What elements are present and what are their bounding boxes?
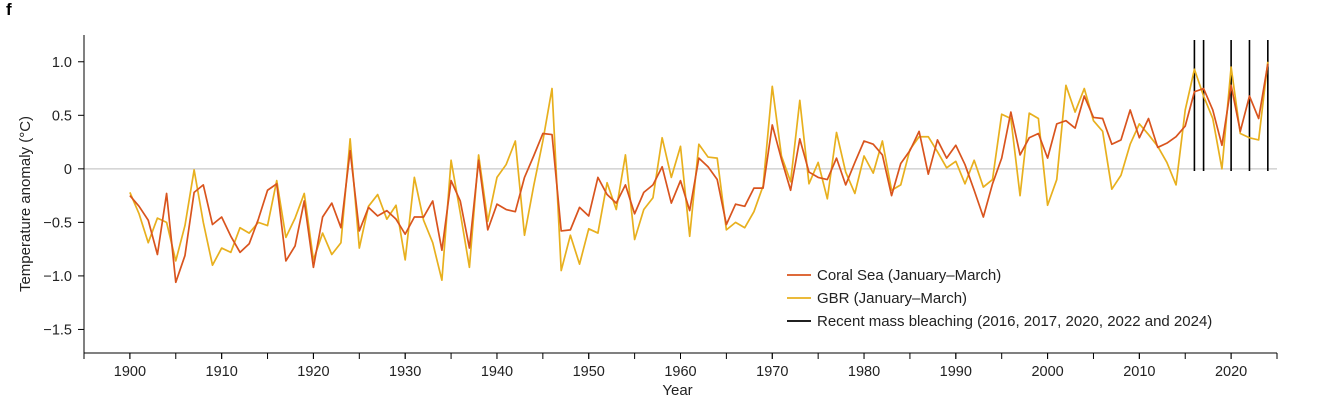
- axes: 1.0 0.5 0 −0.5 −1.0 −1.5 1900 1910 1920 1930 1940 1…: [17, 35, 1278, 399]
- x-axis-title: Year: [662, 382, 692, 399]
- x-tick-label: 1940: [481, 364, 513, 380]
- x-tick-label: 2020: [1215, 364, 1247, 380]
- panel-letter: f: [6, 0, 12, 19]
- x-tick-label: 1960: [664, 364, 696, 380]
- legend-label: Recent mass bleaching (2016, 2017, 2020,…: [817, 313, 1212, 330]
- x-tick-label: 1950: [573, 364, 605, 380]
- series-gbr-line: [129, 61, 1269, 282]
- x-tick-label: 2000: [1031, 364, 1063, 380]
- x-tick-label: 1900: [114, 364, 146, 380]
- y-tick-label: 0: [64, 162, 72, 178]
- x-tick-label: 1980: [848, 364, 880, 380]
- bleaching-markers: [1193, 40, 1269, 171]
- y-tick-label: −1.0: [43, 269, 72, 285]
- x-tick-label: 1970: [756, 364, 788, 380]
- x-tick-label: 1910: [206, 364, 238, 380]
- x-tick-label: 1930: [389, 364, 421, 380]
- series-lines: [129, 61, 1269, 284]
- x-tick-label: 2010: [1123, 364, 1155, 380]
- legend-label: Coral Sea (January–March): [817, 267, 1001, 284]
- legend-label: GBR (January–March): [817, 290, 967, 307]
- y-tick-label: −0.5: [43, 215, 72, 231]
- y-tick-label: 0.5: [52, 108, 72, 124]
- y-tick-label: −1.5: [43, 322, 72, 338]
- series-coral-sea-line: [129, 63, 1269, 284]
- y-tick-label: 1.0: [52, 55, 72, 71]
- x-tick-label: 1990: [940, 364, 972, 380]
- y-axis-title: Temperature anomaly (°C): [17, 116, 34, 292]
- legend: Coral Sea (January–March) GBR (January–Ma…: [787, 267, 1212, 330]
- x-tick-label: 1920: [297, 364, 329, 380]
